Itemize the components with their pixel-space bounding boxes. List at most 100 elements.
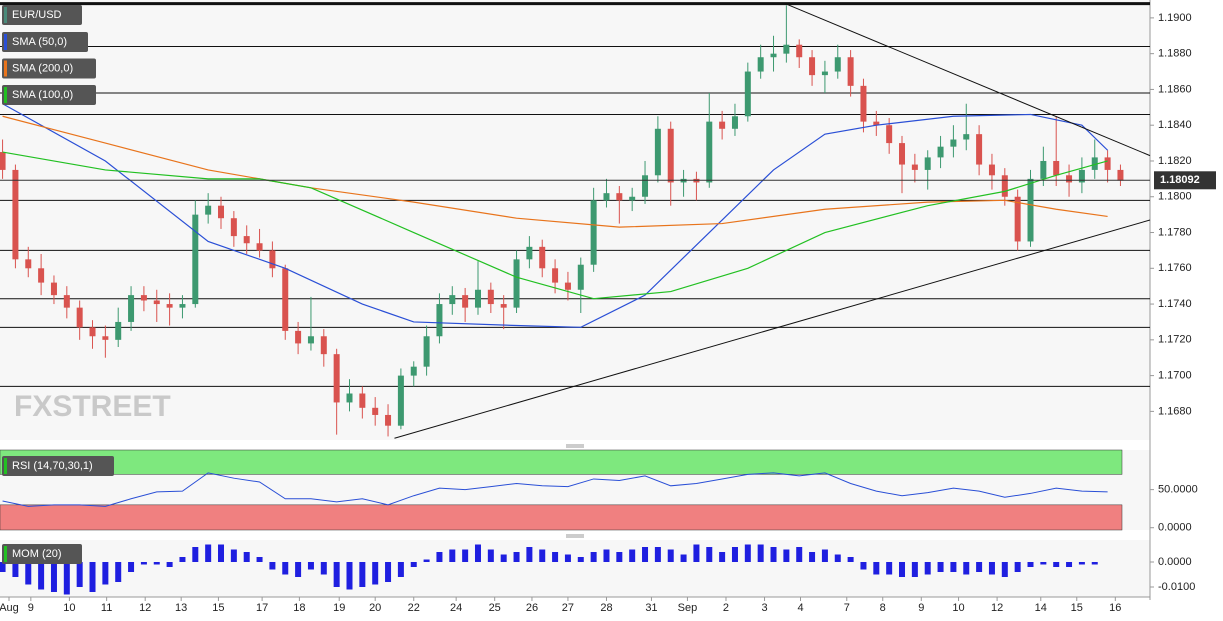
legend-swatch [4, 87, 7, 103]
candle-body [654, 128, 661, 176]
candle-body [140, 295, 147, 301]
candle-body [616, 193, 623, 201]
candle-body [770, 53, 777, 58]
mom-bar [1091, 562, 1098, 565]
mom-bar [500, 554, 507, 562]
x-tick-label: Sep [678, 602, 698, 614]
mom-bar [809, 552, 816, 562]
legend-label: SMA (100,0) [12, 89, 73, 101]
x-tick-label: 4 [797, 602, 803, 614]
mom-bar [462, 549, 469, 562]
candle-body [410, 366, 417, 376]
mom-bar [128, 562, 135, 572]
mom-bar [950, 562, 957, 572]
candle-body [860, 85, 867, 122]
watermark: FXSTREET [14, 390, 171, 423]
mom-bar [153, 562, 160, 565]
sma-line [2, 115, 1108, 228]
y-tick-label: 50.0000 [1158, 484, 1198, 496]
mom-bar [821, 549, 828, 562]
last-price-label: 1.18092 [1160, 174, 1200, 186]
y-tick-label: 1.1680 [1158, 405, 1192, 417]
x-tick-label: 24 [450, 602, 462, 614]
mom-bar [346, 562, 353, 590]
x-tick-label: 15 [212, 602, 224, 614]
candle-body [834, 57, 841, 72]
candle-body [976, 134, 983, 165]
legend-box [2, 5, 82, 25]
x-tick-label: 19 [333, 602, 345, 614]
candle-body [1078, 169, 1085, 183]
candle-body [166, 304, 173, 308]
candle-body [50, 282, 57, 296]
mom-bar [1066, 562, 1073, 567]
candle-body [320, 336, 327, 355]
candle-body [564, 282, 571, 290]
candle-body [744, 71, 751, 117]
candle-body [552, 268, 559, 283]
mom-bar [847, 557, 854, 562]
legend-label: RSI (14,70,30,1) [12, 460, 93, 472]
mom-bar [1053, 562, 1060, 567]
mom-bar [590, 552, 597, 562]
candle-body [924, 157, 931, 170]
mom-bar [526, 547, 533, 562]
mom-bar [976, 562, 983, 572]
x-tick-label: 10 [63, 602, 75, 614]
candle-body [1117, 169, 1124, 181]
mom-bar [269, 562, 276, 570]
x-tick-label: 2 [723, 602, 729, 614]
mom-bar [744, 544, 751, 562]
candle-body [526, 246, 533, 260]
mom-bar [988, 562, 995, 575]
mom-bar [783, 549, 790, 562]
legend-label: SMA (200,0) [12, 62, 73, 74]
candle-body [449, 295, 456, 305]
mom-bar [218, 544, 225, 562]
candle-body [243, 236, 250, 244]
candle-body [1027, 178, 1034, 242]
x-tick-label: 26 [526, 602, 538, 614]
y-tick-label: -0.0100 [1158, 581, 1195, 593]
candle-body [1091, 157, 1098, 170]
candle-body [847, 57, 854, 86]
candle-body [269, 250, 276, 269]
mom-bar [140, 562, 147, 565]
main-panel [0, 0, 1150, 440]
legend-swatch [4, 546, 7, 562]
mom-bar [911, 562, 918, 577]
candle-body [937, 146, 944, 158]
candle-body [423, 336, 430, 367]
mom-bar [654, 547, 661, 562]
candle-body [63, 295, 70, 308]
mom-bar [770, 547, 777, 562]
mom-bar [359, 562, 366, 587]
candle-body [436, 304, 443, 337]
mom-bar [487, 549, 494, 562]
legend-swatch [4, 7, 7, 23]
candle-body [1066, 175, 1073, 183]
sma-line [2, 103, 1109, 328]
legend-swatch [4, 458, 7, 474]
candle-body [218, 205, 225, 219]
candle-body [25, 259, 32, 269]
y-tick-label: 1.1760 [1158, 262, 1192, 274]
mom-bar [1014, 562, 1021, 572]
candle-body [1053, 160, 1060, 176]
candle-body [988, 164, 995, 176]
mom-bar [385, 562, 392, 582]
mom-bar [397, 562, 404, 577]
candle-body [295, 330, 302, 344]
y-tick-label: 1.1800 [1158, 191, 1192, 203]
mom-bar [629, 549, 636, 562]
y-tick-label: 0.0000 [1158, 522, 1192, 534]
y-tick-label: 1.1820 [1158, 155, 1192, 167]
mom-bar [295, 562, 302, 577]
mom-bar [474, 544, 481, 562]
candle-body [513, 259, 520, 308]
mom-panel [0, 540, 1150, 597]
candle-body [115, 321, 122, 340]
mom-bar [899, 562, 906, 577]
mom-bar [63, 562, 70, 595]
